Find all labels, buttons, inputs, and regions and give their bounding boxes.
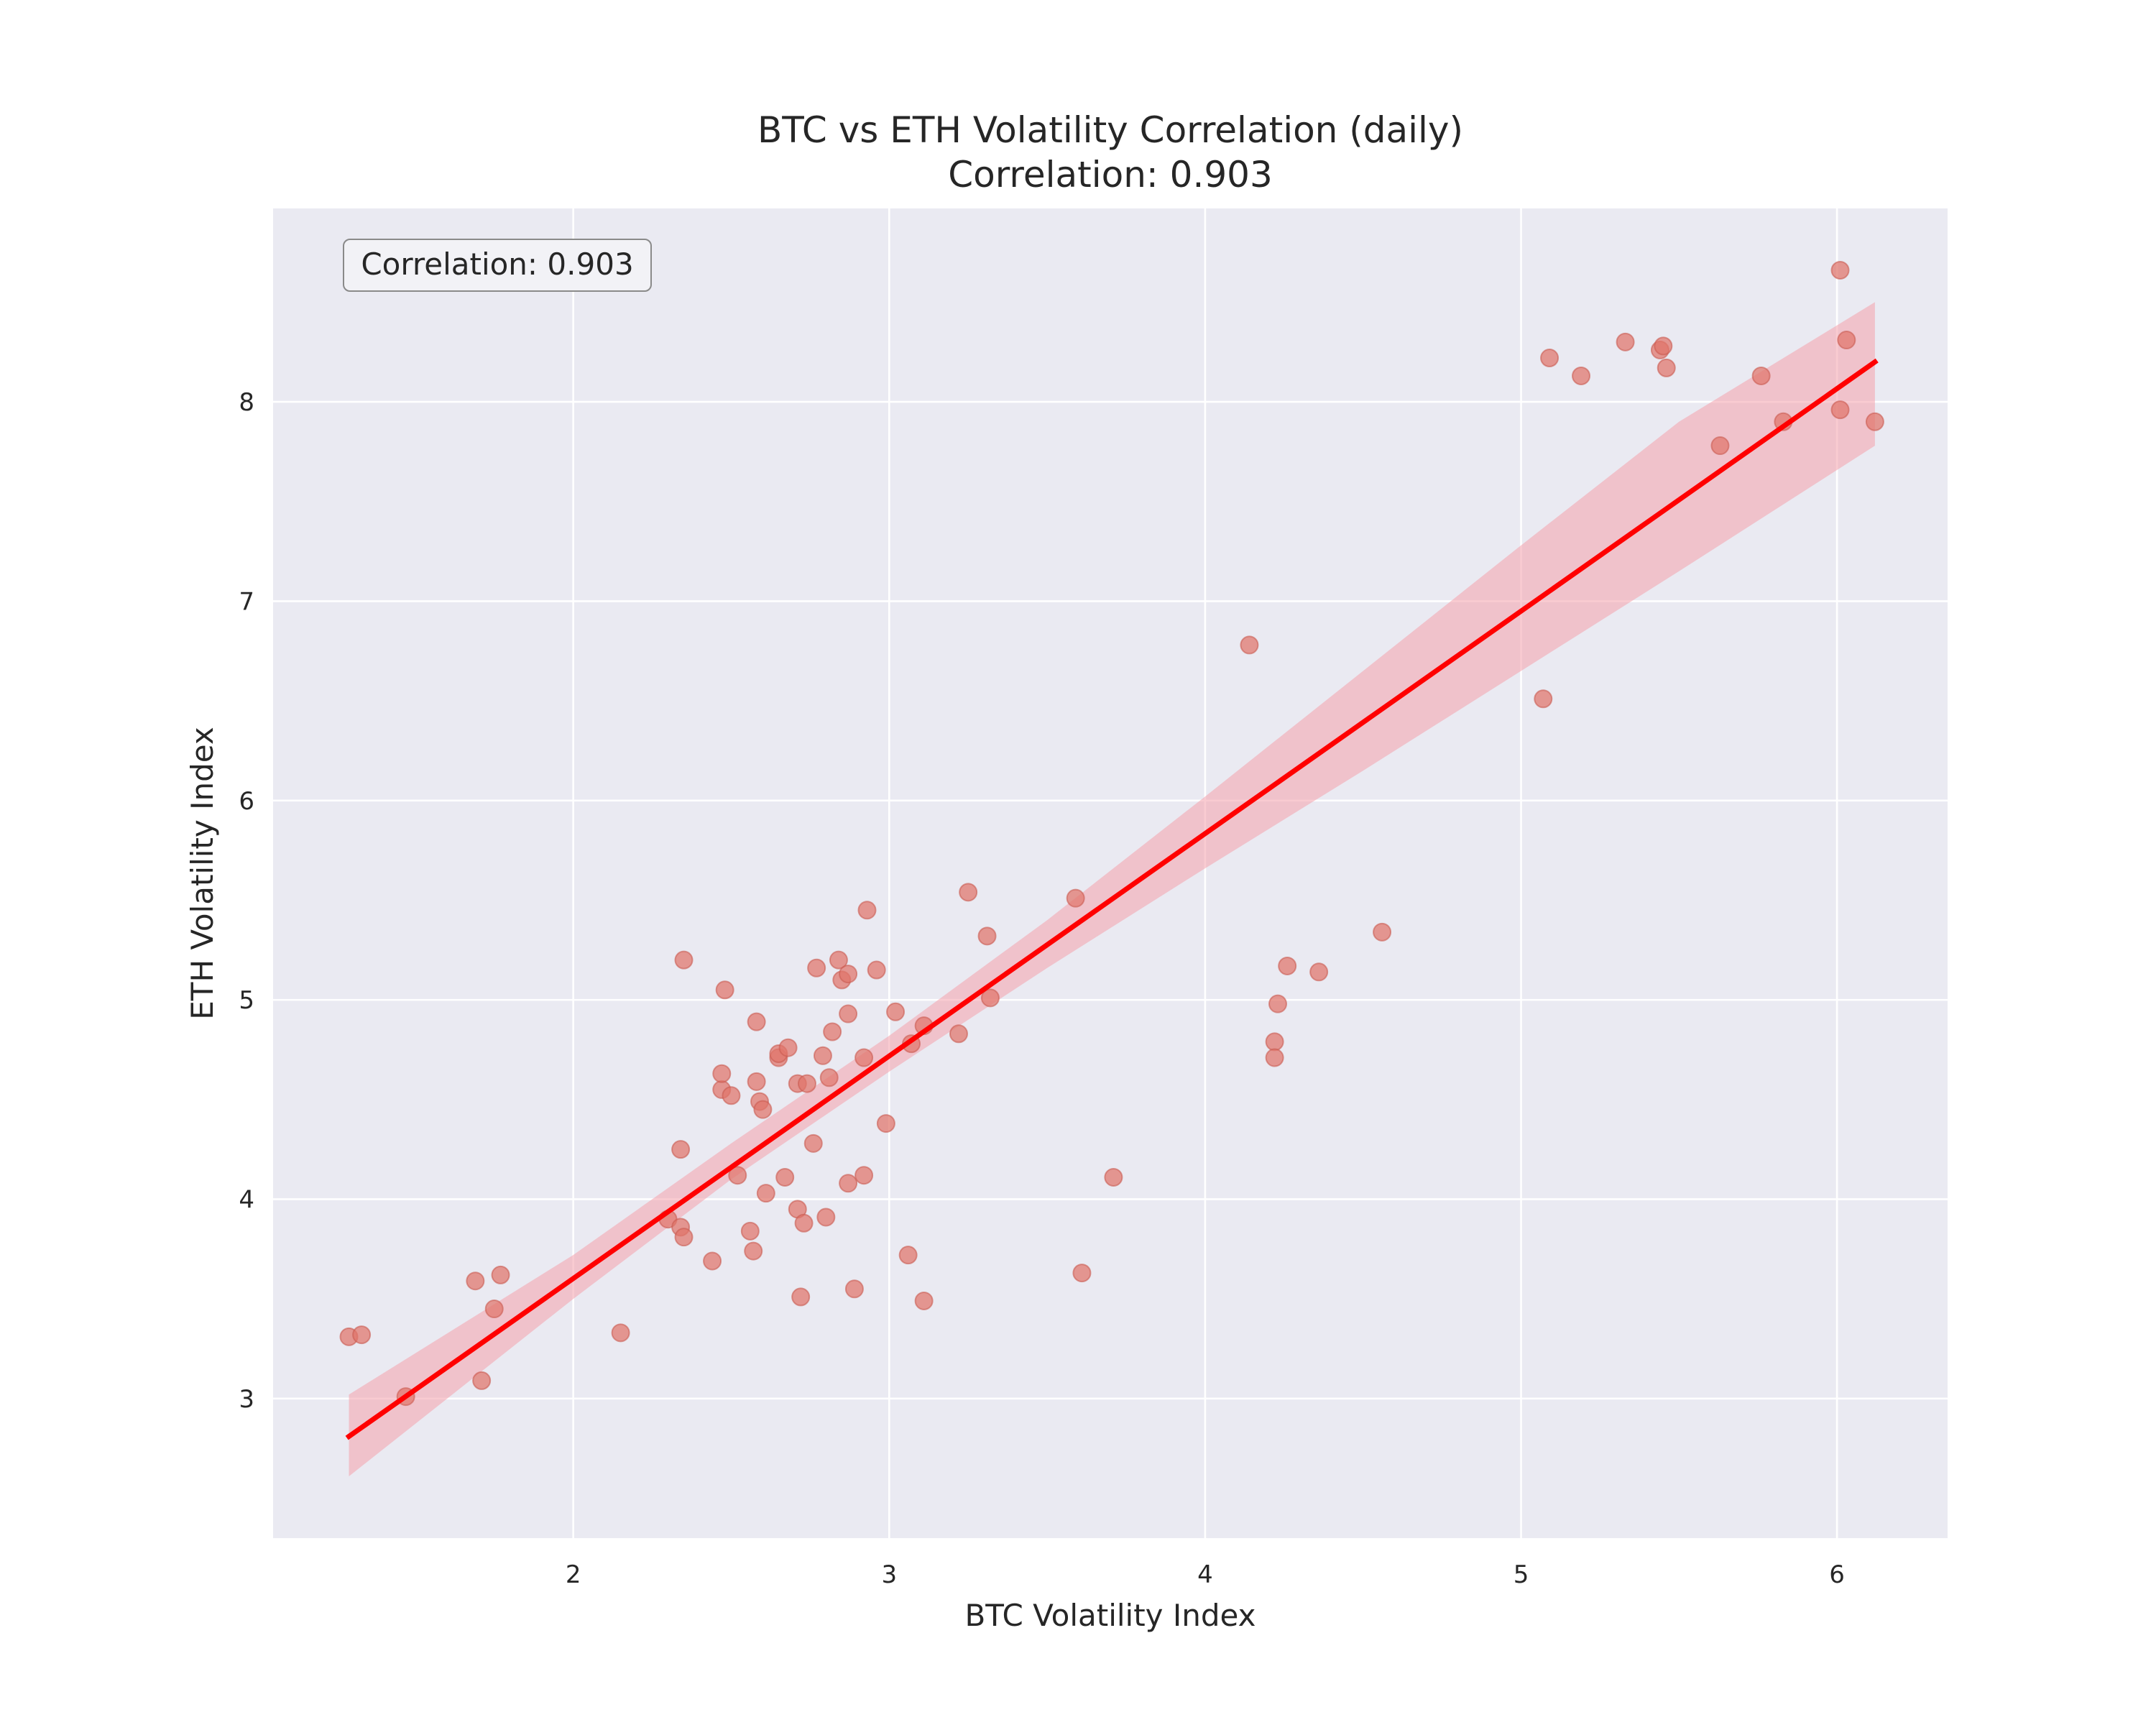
data-point: [674, 1228, 694, 1247]
y-tick-label: 3: [239, 1385, 254, 1414]
data-point: [839, 1174, 858, 1193]
data-point: [797, 1074, 816, 1093]
y-tick-labels: 3 4 5 6 7 8: [239, 388, 254, 1414]
data-point: [1657, 358, 1676, 377]
data-point: [671, 1140, 691, 1159]
data-point: [1865, 412, 1884, 431]
data-point: [1373, 922, 1392, 942]
data-point: [839, 1004, 858, 1024]
annotation-text: Correlation: 0.903: [361, 247, 633, 282]
data-point: [1265, 1048, 1284, 1067]
x-tick-label: 5: [1514, 1560, 1529, 1589]
chart-title: BTC vs ETH Volatility Correlation (daily…: [757, 109, 1463, 151]
data-point: [1572, 366, 1591, 385]
data-point: [914, 1291, 934, 1310]
data-point: [857, 901, 877, 920]
data-point: [352, 1325, 372, 1345]
regression-line: [345, 358, 1879, 1440]
chart-subtitle: Correlation: 0.903: [948, 154, 1273, 196]
data-point: [807, 958, 826, 978]
data-point: [876, 1114, 895, 1133]
data-point: [1616, 332, 1635, 351]
data-point: [466, 1271, 485, 1291]
data-point: [1830, 400, 1850, 420]
data-point: [740, 1221, 760, 1241]
data-point: [829, 950, 848, 970]
data-point: [1278, 956, 1297, 975]
data-point: [980, 988, 1000, 1008]
y-axis-label: ETH Volatility Index: [185, 727, 220, 1019]
data-point: [491, 1265, 510, 1284]
data-point: [722, 1086, 741, 1105]
data-point: [712, 1064, 732, 1083]
y-tick-label: 6: [239, 787, 254, 816]
x-tick-label: 2: [566, 1560, 581, 1589]
data-point: [1534, 689, 1553, 709]
data-point: [1265, 1032, 1284, 1052]
data-point: [816, 1208, 836, 1227]
y-tick-label: 5: [239, 986, 254, 1015]
data-point: [747, 1012, 766, 1031]
data-point: [839, 965, 858, 984]
data-point: [1066, 888, 1085, 908]
data-point: [898, 1246, 918, 1265]
data-point: [791, 1287, 811, 1307]
annotation-box: [343, 239, 652, 292]
data-point: [775, 1167, 795, 1187]
data-point: [611, 1323, 630, 1343]
grid: [273, 208, 1948, 1538]
data-point: [778, 1038, 798, 1057]
data-point: [1654, 336, 1673, 356]
data-point: [1268, 994, 1287, 1013]
data-point: [949, 1024, 968, 1044]
data-point: [1309, 962, 1329, 982]
data-point: [794, 1213, 814, 1233]
data-point: [854, 1166, 874, 1185]
confidence-band-layer: [349, 302, 1875, 1476]
x-tick-labels: 2 3 4 5 6: [566, 1560, 1845, 1589]
data-point: [1240, 635, 1259, 655]
data-point: [1837, 331, 1856, 350]
data-point: [703, 1251, 722, 1271]
correlation-annotation: Correlation: 0.903: [343, 239, 652, 292]
confidence-band: [349, 302, 1875, 1476]
data-point: [867, 960, 886, 980]
data-point: [959, 883, 978, 902]
data-point: [819, 1068, 839, 1087]
data-point: [1104, 1167, 1123, 1187]
data-point: [1830, 260, 1850, 280]
data-point: [747, 1072, 766, 1091]
data-point: [823, 1022, 842, 1041]
data-point: [744, 1241, 763, 1261]
data-point: [854, 1048, 874, 1067]
data-point: [1710, 436, 1730, 456]
data-point: [803, 1133, 823, 1153]
x-axis-label: BTC Volatility Index: [964, 1598, 1256, 1633]
data-point: [1540, 349, 1560, 368]
x-tick-label: 6: [1829, 1560, 1845, 1589]
y-tick-label: 8: [239, 388, 254, 417]
data-point: [715, 980, 734, 1000]
data-point: [674, 950, 694, 970]
x-tick-label: 4: [1197, 1560, 1213, 1589]
regression-line-layer: [345, 358, 1879, 1440]
data-point: [756, 1184, 775, 1203]
data-point: [484, 1300, 504, 1319]
y-tick-label: 7: [239, 587, 254, 616]
data-point: [1751, 366, 1771, 385]
data-point: [886, 1002, 906, 1021]
data-point: [844, 1279, 864, 1299]
y-tick-label: 4: [239, 1185, 254, 1214]
x-tick-label: 3: [881, 1560, 897, 1589]
data-point: [472, 1371, 492, 1390]
data-point: [977, 926, 997, 946]
data-point: [1072, 1264, 1092, 1283]
data-point: [728, 1166, 747, 1185]
data-point: [813, 1046, 832, 1065]
data-point: [753, 1100, 773, 1119]
